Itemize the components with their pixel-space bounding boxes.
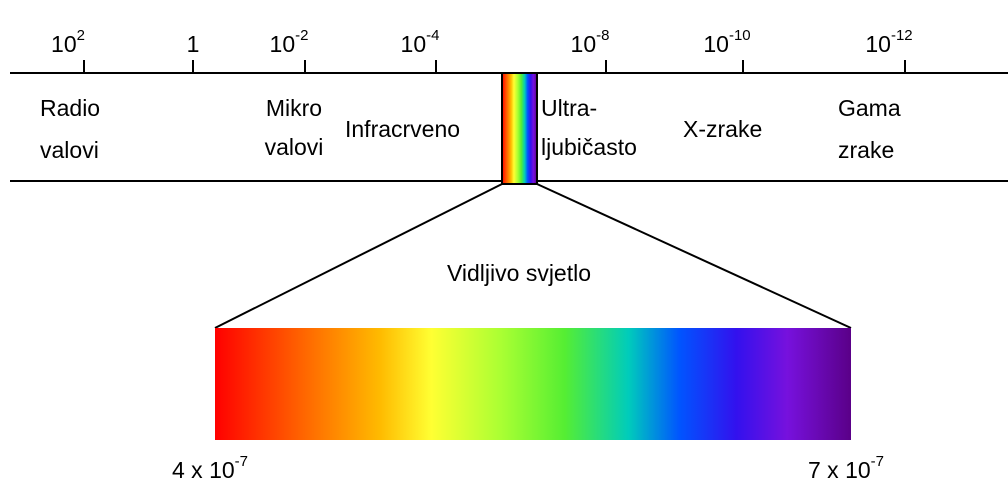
base: 1 bbox=[187, 31, 200, 57]
tick-label: 10-4 bbox=[401, 27, 440, 57]
tick-label: 102 bbox=[51, 27, 85, 57]
exponent: -7 bbox=[235, 453, 248, 470]
zoom-line bbox=[214, 183, 503, 329]
band-label: valovi bbox=[40, 137, 99, 163]
band-label: ljubičasto bbox=[541, 134, 637, 160]
band-label: zrake bbox=[838, 137, 894, 163]
exponent: -4 bbox=[426, 27, 439, 44]
visible-spectrum bbox=[215, 328, 851, 440]
base: 10 bbox=[270, 31, 296, 57]
base: 10 bbox=[51, 31, 77, 57]
band-label: valovi bbox=[265, 134, 324, 160]
band-label: Radio bbox=[40, 95, 100, 121]
tick-label: 10-2 bbox=[270, 27, 309, 57]
visible-strip bbox=[501, 72, 538, 185]
tick-label: 10-8 bbox=[571, 27, 610, 57]
base: 10 bbox=[571, 31, 597, 57]
tick-label: 10-12 bbox=[865, 27, 912, 57]
exponent: -8 bbox=[596, 27, 609, 44]
band-label: Ultra- bbox=[541, 95, 597, 121]
tick-label: 1 bbox=[187, 31, 200, 57]
band-label: Gama bbox=[838, 95, 901, 121]
base: 10 bbox=[401, 31, 427, 57]
base: 7 x 10 bbox=[808, 457, 871, 483]
exponent: -7 bbox=[871, 453, 884, 470]
band-label: X-zrake bbox=[683, 116, 762, 142]
exponent: 2 bbox=[77, 27, 85, 44]
wavelength-start: 4 x 10-7 bbox=[172, 453, 248, 483]
visible-label: Vidljivo svjetlo bbox=[447, 260, 591, 286]
exponent: -10 bbox=[729, 27, 751, 44]
exponent: -12 bbox=[891, 27, 913, 44]
base: 10 bbox=[703, 31, 729, 57]
band-label: Mikro bbox=[266, 95, 322, 121]
exponent: -2 bbox=[295, 27, 308, 44]
zoom-line bbox=[536, 183, 852, 329]
tick-label: 10-10 bbox=[703, 27, 750, 57]
base: 4 x 10 bbox=[172, 457, 235, 483]
base: 10 bbox=[865, 31, 891, 57]
wavelength-end: 7 x 10-7 bbox=[808, 453, 884, 483]
band-label: Infracrveno bbox=[345, 116, 460, 142]
